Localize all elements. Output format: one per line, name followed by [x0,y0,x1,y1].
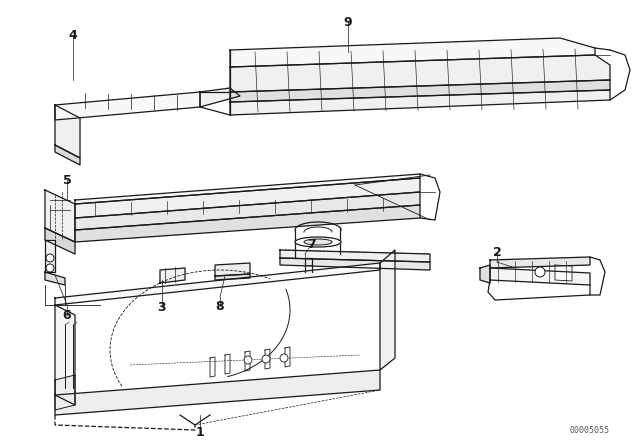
Polygon shape [225,354,230,374]
Ellipse shape [295,237,341,247]
Polygon shape [210,357,215,377]
Polygon shape [75,174,420,204]
Polygon shape [55,370,380,415]
Polygon shape [265,349,270,369]
Polygon shape [230,55,610,92]
Polygon shape [380,250,395,370]
Text: 9: 9 [344,16,352,29]
Polygon shape [230,38,595,67]
Polygon shape [45,228,75,254]
Polygon shape [215,274,250,280]
Polygon shape [230,90,610,115]
Polygon shape [45,190,75,242]
Text: 7: 7 [308,237,316,250]
Text: 5: 5 [63,173,72,186]
Polygon shape [55,375,75,410]
Polygon shape [280,258,430,270]
Circle shape [262,355,270,363]
Text: 6: 6 [63,309,71,322]
Polygon shape [230,80,610,102]
Polygon shape [555,265,572,281]
Circle shape [244,356,252,364]
Circle shape [535,267,545,277]
Polygon shape [45,272,65,285]
Text: 8: 8 [216,300,224,313]
Polygon shape [55,305,75,405]
Polygon shape [55,145,80,165]
Polygon shape [490,268,590,285]
Text: 00005055: 00005055 [570,426,610,435]
Polygon shape [215,263,250,276]
Polygon shape [285,347,290,367]
Circle shape [46,264,54,272]
Text: 3: 3 [157,301,166,314]
Circle shape [46,254,54,262]
Polygon shape [490,257,590,268]
Polygon shape [55,92,200,120]
Text: 1: 1 [196,426,204,439]
Polygon shape [55,105,80,158]
Text: 4: 4 [68,29,77,42]
Ellipse shape [304,239,332,245]
Polygon shape [75,205,420,242]
Circle shape [280,354,288,362]
Polygon shape [55,263,380,305]
Polygon shape [200,88,240,107]
Polygon shape [245,351,250,371]
Polygon shape [480,265,490,283]
Polygon shape [160,268,185,283]
Polygon shape [45,240,55,272]
Polygon shape [75,192,420,230]
Polygon shape [75,178,420,218]
Text: 2: 2 [493,246,501,258]
Polygon shape [280,250,430,262]
